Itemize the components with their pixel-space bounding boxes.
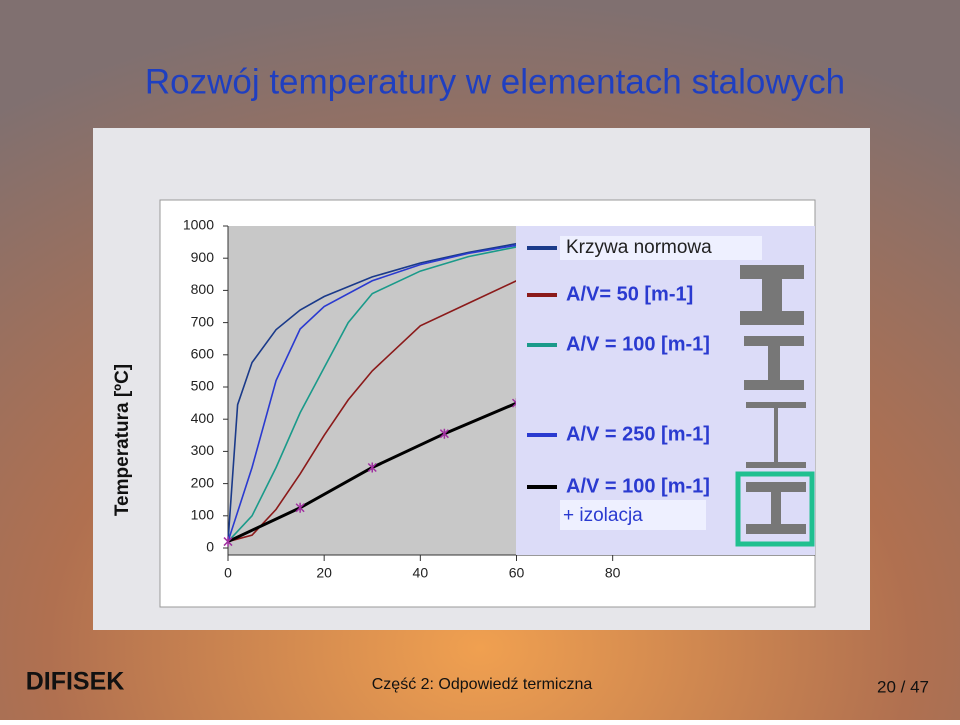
y-tick-label: 300 — [191, 442, 215, 458]
x-tick-label: 80 — [605, 565, 621, 581]
legend-note: + izolacja — [563, 505, 643, 526]
y-tick-label: 600 — [191, 346, 215, 362]
y-tick-label: 900 — [191, 249, 215, 265]
y-tick-label: 800 — [191, 281, 215, 297]
series-line — [227, 242, 517, 542]
point-marker — [439, 428, 449, 439]
y-tick-label: 700 — [191, 313, 215, 329]
legend-label: A/V = 100 [m-1] — [566, 475, 710, 497]
x-tick-label: 60 — [509, 565, 525, 581]
x-tick-label: 20 — [316, 565, 332, 581]
legend-highlight — [560, 500, 706, 530]
y-tick-label: 100 — [191, 507, 215, 523]
series-line — [227, 244, 517, 542]
point-marker — [367, 462, 377, 473]
series-line — [227, 257, 565, 543]
y-tick-label: 500 — [191, 378, 215, 394]
legend-highlight — [560, 236, 762, 260]
series-line — [227, 246, 517, 543]
y-tick-label: 400 — [191, 410, 215, 426]
footer-section: Część 2: Odpowiedź termiczna — [372, 676, 593, 693]
y-tick-label: 0 — [206, 539, 214, 555]
legend-label: A/V = 250 [m-1] — [566, 423, 710, 445]
page-number: 20 / 47 — [877, 677, 929, 696]
point-marker — [295, 502, 305, 513]
y-tick-label: 1000 — [183, 217, 214, 233]
slide-title: Rozwój temperatury w elementach stalowyc… — [145, 62, 845, 101]
legend-label: Krzywa normowa — [566, 237, 712, 258]
legend-label: A/V = 100 [m-1] — [566, 333, 710, 355]
x-tick-label: 40 — [413, 565, 429, 581]
logo: DIFISEK — [26, 668, 125, 696]
y-axis-label: Temperatura [ºC] — [112, 364, 133, 516]
y-tick-label: 200 — [191, 474, 215, 490]
point-marker — [223, 536, 233, 547]
beam-icons — [735, 265, 815, 547]
legend-label: A/V= 50 [m-1] — [566, 283, 693, 305]
x-tick-label: 0 — [224, 565, 232, 581]
